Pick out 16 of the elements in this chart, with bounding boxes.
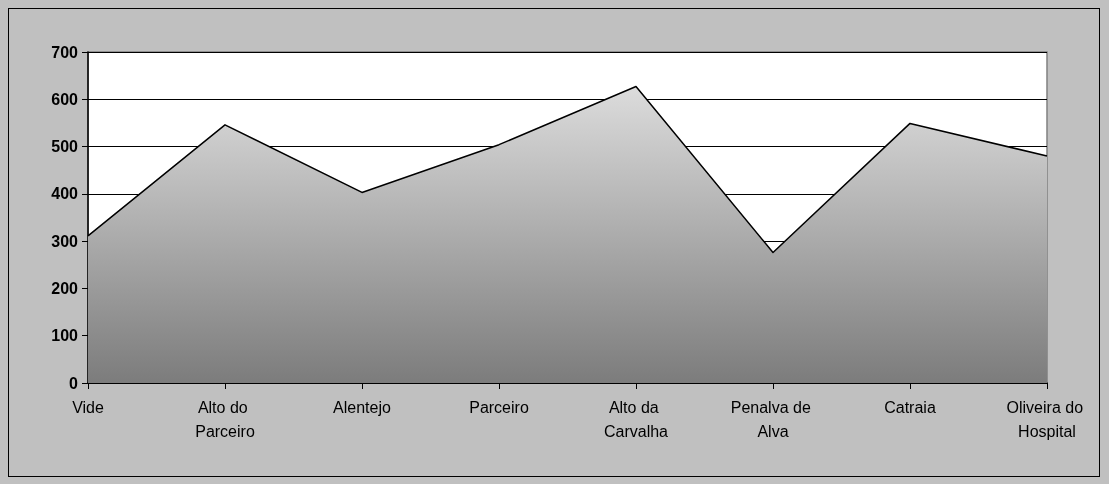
x-tick-label: Vide — [72, 398, 104, 416]
x-tick-label: Penalva de Alva — [730, 398, 816, 440]
y-tick-label: 500 — [51, 138, 79, 156]
y-tick-label: 400 — [51, 185, 79, 203]
y-tick-label: 200 — [51, 279, 79, 297]
y-tick-label: 300 — [51, 232, 79, 250]
y-tick-label: 100 — [51, 327, 79, 345]
x-tick-label: Oliveira do Hospital — [1006, 398, 1088, 440]
x-tick-label: Alto do Parceiro — [195, 398, 255, 440]
y-tick-label: 0 — [69, 374, 79, 392]
x-tick-label: Parceiro — [469, 398, 529, 416]
x-tick-label: Catraia — [884, 398, 936, 416]
y-tick-label: 700 — [51, 43, 79, 61]
y-tick-label: 600 — [51, 90, 79, 108]
x-tick-label: Alentejo — [333, 398, 392, 416]
x-tick-label: Alto da Carvalha — [603, 398, 669, 440]
